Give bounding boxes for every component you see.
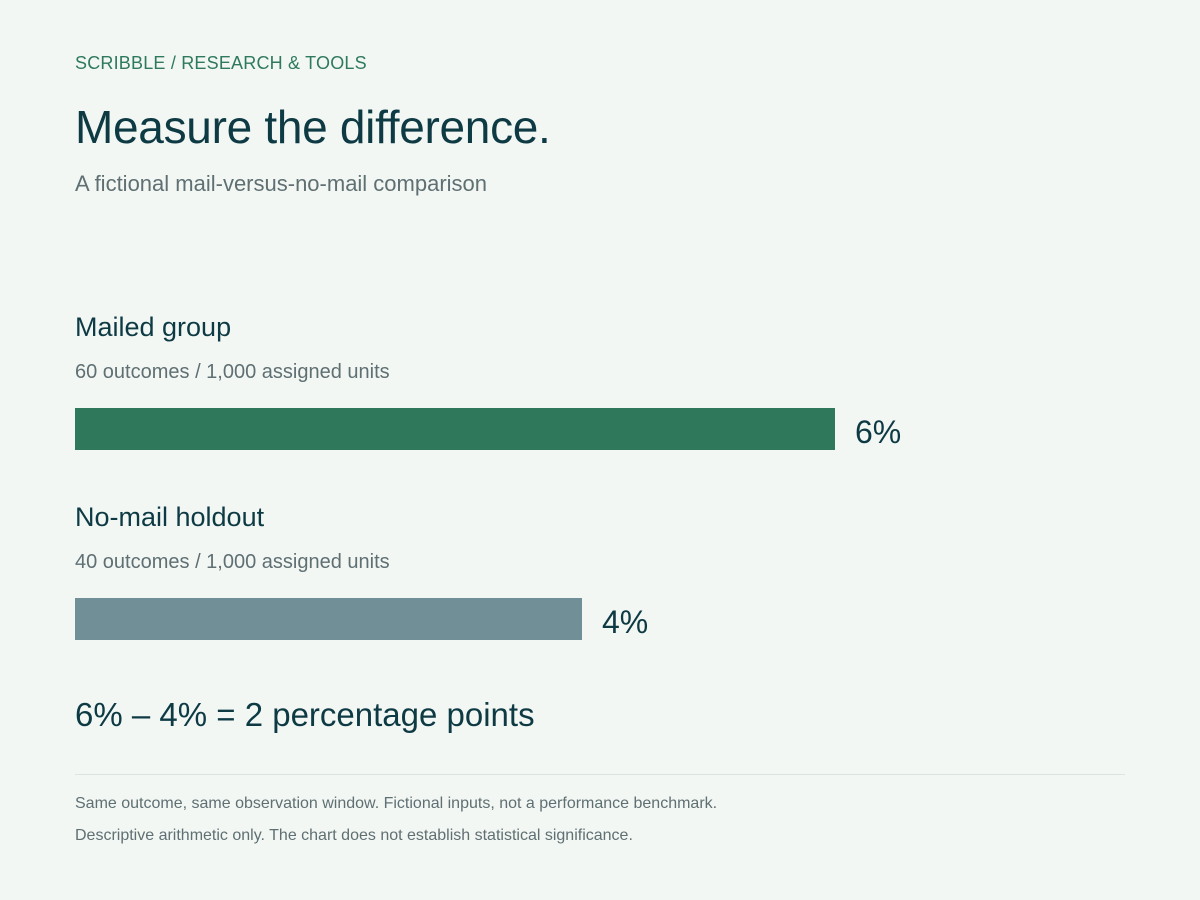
series-detail-mailed: 60 outcomes / 1,000 assigned units: [75, 361, 390, 383]
difference-equation: 6% – 4% = 2 percentage points: [75, 696, 535, 733]
bar-value-mailed: 6%: [855, 414, 902, 450]
series-name-holdout: No-mail holdout: [75, 502, 265, 532]
bar-mailed: [75, 408, 835, 450]
footnote-2: Descriptive arithmetic only. The chart d…: [75, 827, 633, 844]
series-name-mailed: Mailed group: [75, 312, 232, 342]
breadcrumb: SCRIBBLE / RESEARCH & TOOLS: [75, 53, 367, 73]
page-subtitle: A fictional mail-versus-no-mail comparis…: [75, 171, 488, 196]
divider: [75, 774, 1125, 775]
series-detail-holdout: 40 outcomes / 1,000 assigned units: [75, 551, 390, 573]
footnote-1: Same outcome, same observation window. F…: [75, 795, 718, 812]
bar-value-holdout: 4%: [602, 604, 649, 640]
page-title: Measure the difference.: [75, 101, 551, 153]
bar-holdout: [75, 598, 582, 640]
